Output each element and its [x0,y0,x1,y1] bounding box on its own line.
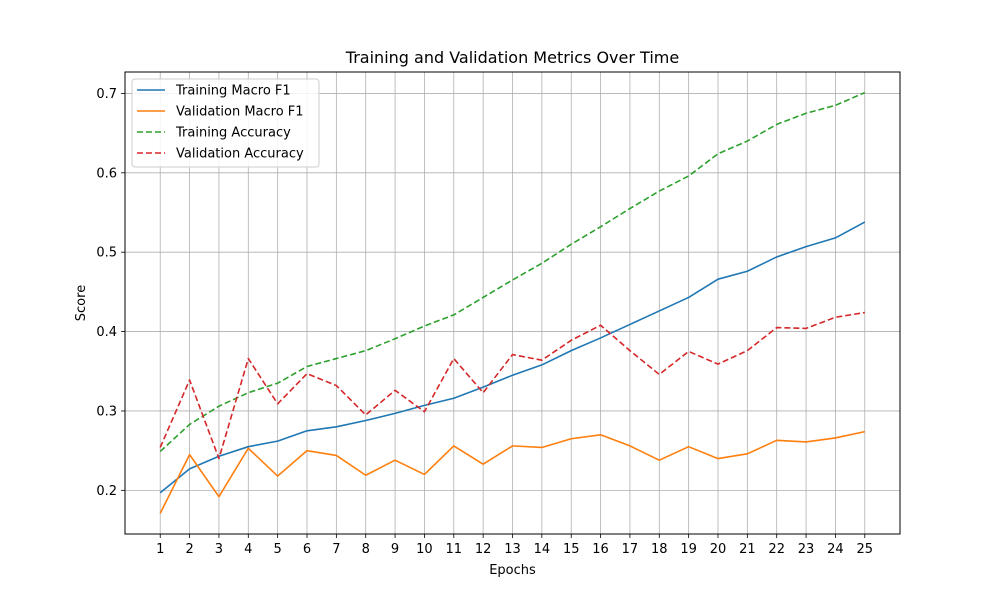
x-tick-label: 10 [416,542,433,557]
y-tick-label: 0.3 [96,404,117,419]
legend-box [131,78,320,168]
x-tick-label: 21 [739,542,756,557]
validation-macro-f1-line [159,430,865,514]
x-tick-label: 11 [446,542,463,557]
y-tick-label: 0.4 [96,325,117,340]
axis-ticks: 1 2 3 4 5 6 7 8 9 10 11 12 13 14 15 16 17 18 19 20 21 22 23 24 2… [96,87,873,557]
x-tick-label: 14 [534,542,551,557]
chart-title: Training and Validation Metrics Over Tim… [345,48,679,67]
x-tick-label: 22 [768,542,785,557]
legend-entry: Validation Macro F1 [176,105,304,120]
x-tick-label: 1 [156,542,164,557]
x-tick-label: 9 [391,542,399,557]
x-tick-label: 16 [592,542,609,557]
legend-entry: Training Macro F1 [175,84,291,99]
x-tick-label: 15 [563,542,580,557]
x-tick-label: 12 [475,542,492,557]
y-tick-label: 0.6 [96,166,117,181]
validation-accuracy-line [159,311,865,460]
x-tick-label: 6 [303,542,311,557]
y-tick-label: 0.7 [96,87,117,102]
x-tick-label: 23 [798,542,815,557]
x-tick-label: 20 [710,542,727,557]
x-tick-label: 7 [332,542,340,557]
legend-entry: Validation Accuracy [176,147,304,162]
x-tick-label: 19 [680,542,697,557]
x-tick-label: 3 [215,542,223,557]
x-tick-label: 24 [827,542,844,557]
y-tick-label: 0.5 [96,246,117,261]
x-tick-label: 25 [856,542,873,557]
series-group [159,91,866,514]
x-tick-label: 17 [622,542,639,557]
x-axis-label: Epochs [489,563,536,578]
training-macro-f1-line [159,221,866,494]
legend-entry: Training Accuracy [175,126,291,141]
x-tick-label: 8 [362,542,370,557]
y-tick-label: 0.2 [96,484,117,499]
training-accuracy-line [159,91,866,453]
x-tick-label: 18 [651,542,668,557]
x-tick-label: 2 [185,542,193,557]
legend: Training Macro F1 Validation Macro F1 Trai… [131,78,320,168]
x-tick-label: 5 [274,542,282,557]
x-tick-label: 4 [244,542,252,557]
x-tick-label: 13 [504,542,521,557]
y-axis-label: Score [74,285,89,321]
